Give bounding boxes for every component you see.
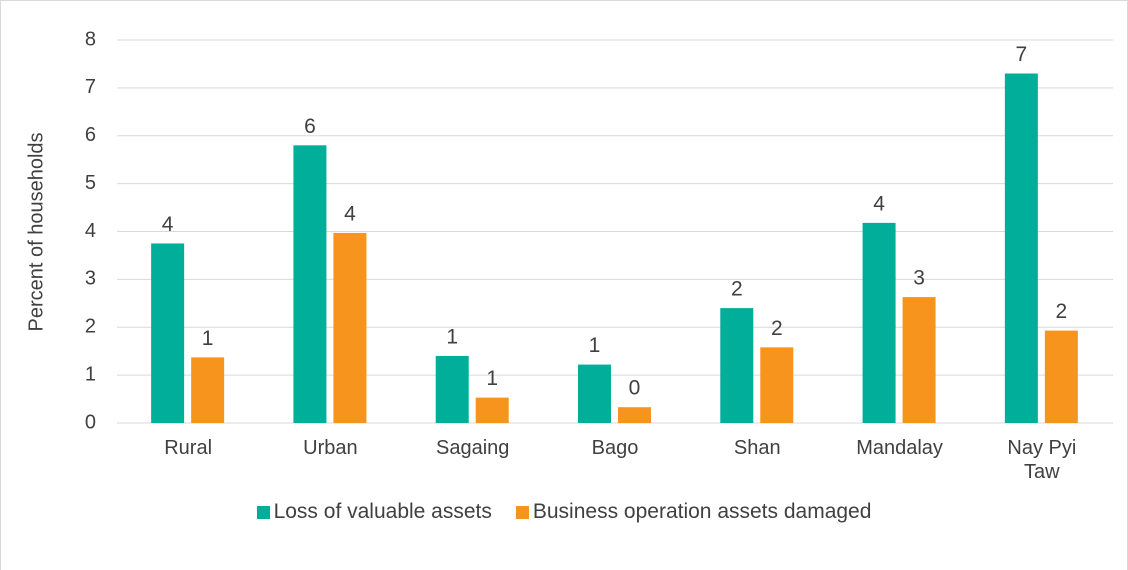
- y-tick-label: 8: [85, 28, 96, 50]
- bar: [333, 232, 367, 423]
- y-tick-label: 2: [85, 316, 96, 338]
- bar: [191, 357, 225, 423]
- data-label: 1: [446, 326, 458, 349]
- data-label: 4: [344, 202, 356, 225]
- y-tick-label: 1: [85, 363, 96, 385]
- x-tick-label: Urban: [303, 437, 358, 459]
- data-label: 2: [731, 278, 743, 301]
- legend-label: Loss of valuable assets: [273, 500, 492, 523]
- x-tick-label: Rural: [164, 437, 213, 459]
- bar: [720, 308, 754, 423]
- data-label: 0: [629, 377, 641, 400]
- legend-label: Business operation assets damaged: [532, 500, 872, 523]
- x-tick-label: Mandalay: [856, 437, 943, 459]
- data-label: 4: [162, 213, 174, 236]
- data-label: 1: [589, 334, 601, 357]
- y-tick-label: 3: [85, 268, 96, 290]
- data-label: 7: [1016, 43, 1028, 66]
- data-label: 2: [1056, 300, 1068, 323]
- y-tick-label: 7: [85, 76, 96, 98]
- bar: [293, 145, 327, 423]
- y-axis-title: Percent of households: [25, 132, 47, 331]
- data-label: 2: [771, 317, 783, 340]
- data-label: 1: [486, 367, 498, 390]
- bar: [1004, 73, 1038, 423]
- data-label: 4: [873, 192, 885, 215]
- y-tick-label: 4: [85, 220, 96, 242]
- bar: [578, 364, 611, 423]
- bar: [618, 407, 651, 423]
- x-tick-label: Shan: [733, 437, 781, 459]
- legend-swatch: [256, 505, 270, 519]
- legend-swatch: [515, 505, 529, 519]
- bar: [475, 397, 509, 423]
- data-label: 1: [202, 327, 214, 350]
- bar: [760, 347, 794, 423]
- x-tick-label: Bago: [591, 437, 639, 459]
- bar: [1044, 330, 1078, 423]
- legend-item: Business operation assets damaged: [515, 500, 872, 524]
- legend: Loss of valuable assets Business operatio…: [0, 500, 1128, 524]
- data-label: 6: [304, 115, 316, 138]
- y-tick-label: 5: [85, 172, 96, 194]
- bar: [435, 355, 469, 423]
- x-tick-label: Sagaing: [436, 437, 510, 459]
- bar: [902, 297, 936, 423]
- bar: [151, 243, 185, 423]
- y-tick-label: 0: [85, 411, 96, 433]
- bar: [862, 222, 896, 423]
- x-tick-label: Nay Pyi Taw: [1007, 437, 1077, 483]
- y-tick-label: 6: [85, 124, 96, 146]
- data-label: 3: [913, 267, 925, 290]
- legend-item: Loss of valuable assets: [256, 500, 492, 524]
